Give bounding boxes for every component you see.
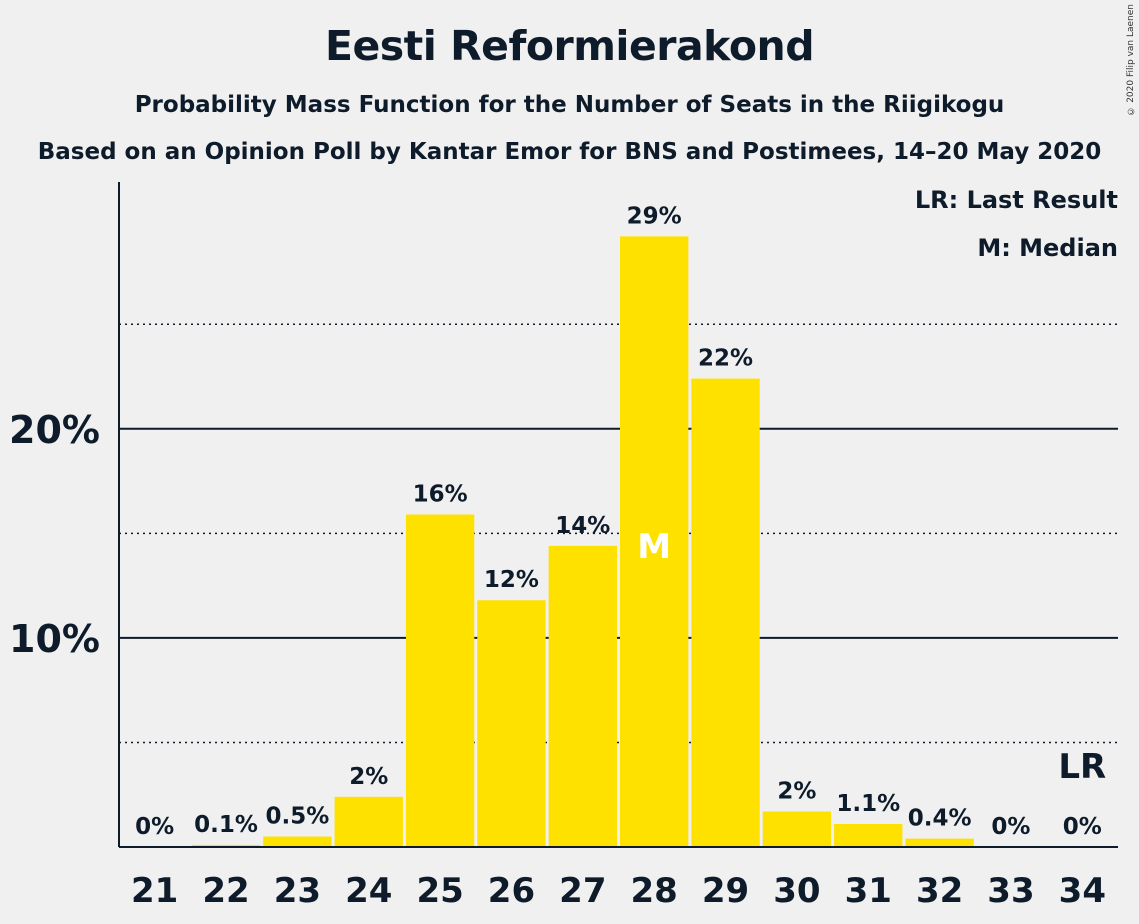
x-tick-label: 25 xyxy=(416,871,463,911)
data-label: 12% xyxy=(484,567,539,593)
data-label: 0.5% xyxy=(265,804,329,830)
x-axis-tick-labels: 21 22 23 24 25 26 27 28 29 30 31 32 33 34 xyxy=(131,871,1106,911)
bar-seat-24 xyxy=(334,796,403,847)
data-label: 2% xyxy=(349,764,388,790)
data-label: 0.4% xyxy=(908,806,972,832)
x-tick-label: 33 xyxy=(987,871,1034,911)
x-tick-label: 28 xyxy=(631,871,678,911)
data-label: 1.1% xyxy=(836,791,900,817)
last-result-marker: LR xyxy=(1058,747,1106,787)
x-tick-label: 27 xyxy=(559,871,606,911)
y-tick-label: 20% xyxy=(9,408,100,452)
data-labels: 0% 0.1% 0.5% 2% 16% 12% 14% 29% M 22% 2% 1.1% 0.4% 0%… xyxy=(135,203,1106,840)
bar-seat-32 xyxy=(905,838,974,847)
legend-median: M: Median xyxy=(977,234,1118,262)
bar-seat-25 xyxy=(405,514,475,847)
bar-seat-27 xyxy=(548,545,617,847)
gridlines xyxy=(119,323,1118,744)
x-tick-label: 29 xyxy=(702,871,749,911)
bar-seat-28 xyxy=(620,236,689,847)
y-tick-label: 10% xyxy=(9,617,100,661)
x-tick-label: 32 xyxy=(916,871,963,911)
chart-title: Eesti Reformierakond xyxy=(324,22,815,70)
data-label: 0% xyxy=(991,814,1030,840)
bar-seat-23 xyxy=(263,836,332,847)
x-tick-label: 34 xyxy=(1059,871,1106,911)
bar-seat-29 xyxy=(691,378,760,847)
chart-source-subtitle: Based on an Opinion Poll by Kantar Emor … xyxy=(37,139,1102,165)
chart-subtitle: Probability Mass Function for the Number… xyxy=(134,92,1005,118)
x-tick-label: 31 xyxy=(845,871,892,911)
data-label: 0% xyxy=(135,814,174,840)
data-label: 22% xyxy=(698,346,753,372)
bars xyxy=(191,236,974,847)
y-axis-tick-labels: 10% 20% xyxy=(9,408,100,661)
x-tick-label: 24 xyxy=(345,871,392,911)
bar-seat-31 xyxy=(834,823,903,847)
data-label: 16% xyxy=(413,482,468,508)
x-tick-label: 22 xyxy=(202,871,249,911)
x-tick-label: 23 xyxy=(274,871,321,911)
x-tick-label: 26 xyxy=(488,871,535,911)
bar-seat-30 xyxy=(762,811,832,847)
bar-seat-26 xyxy=(477,600,546,847)
legend-last-result: LR: Last Result xyxy=(914,186,1118,214)
data-label: 2% xyxy=(777,778,816,804)
data-label: 14% xyxy=(555,513,610,539)
data-label: 29% xyxy=(627,203,682,229)
x-tick-label: 21 xyxy=(131,871,178,911)
data-label: 0.1% xyxy=(194,812,258,838)
bar-seat-22 xyxy=(191,844,261,847)
data-label: 0% xyxy=(1063,814,1102,840)
median-marker: M xyxy=(637,527,671,567)
x-tick-label: 30 xyxy=(773,871,820,911)
